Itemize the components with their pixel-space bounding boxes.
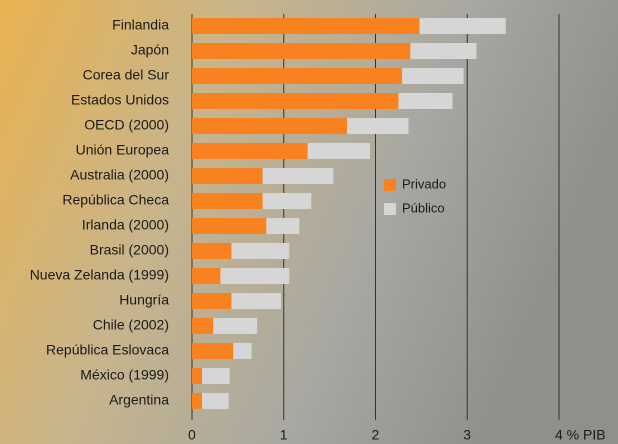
bar-segment [347, 118, 408, 134]
bar-segment [192, 393, 202, 409]
y-tick-label: Argentina [109, 392, 169, 408]
x-tick-label: 2 [372, 427, 380, 443]
y-tick-label: República Eslovaca [46, 342, 169, 358]
bar-segment [192, 343, 233, 359]
bar-segment [192, 268, 220, 284]
bar-segment [220, 268, 289, 284]
bar-segment [263, 193, 312, 209]
bar-segment [398, 93, 452, 109]
legend-swatch [384, 203, 396, 215]
bar-segment [192, 143, 308, 159]
bar-segment [231, 293, 281, 309]
bar-segment [192, 93, 398, 109]
y-tick-label: Hungría [119, 292, 169, 308]
bar-segment [192, 18, 420, 34]
y-tick-label: Japón [131, 42, 169, 58]
bar-segment [192, 68, 402, 84]
bar-segment [213, 318, 257, 334]
y-tick-label: Chile (2002) [93, 317, 169, 333]
bar-segment [192, 193, 263, 209]
x-tick-label: 1 [280, 427, 288, 443]
legend-label: Público [402, 200, 445, 215]
y-tick-label: Irlanda (2000) [82, 217, 169, 233]
bar-segment [233, 343, 251, 359]
y-tick-label: Finlandia [112, 17, 169, 33]
bar-segment [202, 393, 229, 409]
bar-segment [192, 293, 231, 309]
y-tick-label: Corea del Sur [83, 67, 170, 83]
y-tick-label: Unión Europea [76, 142, 170, 158]
bar-segment [192, 318, 213, 334]
bar-segment [192, 43, 410, 59]
bar-segment [420, 18, 506, 34]
bar-segment [202, 368, 230, 384]
y-tick-label: República Checa [62, 192, 169, 208]
bar-segment [402, 68, 463, 84]
y-tick-label: México (1999) [80, 367, 169, 383]
x-tick-label: 0 [188, 427, 196, 443]
bar-segment [266, 218, 299, 234]
bar-segment [192, 218, 266, 234]
bar-segment [308, 143, 370, 159]
bar-segment [231, 243, 289, 259]
y-tick-label: Brasil (2000) [90, 242, 169, 258]
x-tick-label: 3 [463, 427, 471, 443]
bar-segment [192, 243, 231, 259]
x-tick-label: 4 % PIB [555, 427, 606, 443]
bar-segment [192, 368, 202, 384]
bar-segment [192, 118, 347, 134]
legend-label: Privado [402, 176, 446, 191]
chart: 0 1 2 3 4 % PIB Finlandia Japón Corea del Sur Es… [0, 0, 618, 444]
y-tick-label: Nueva Zelanda (1999) [30, 267, 169, 283]
y-tick-label: Estados Unidos [71, 92, 169, 108]
bar-segment [192, 168, 263, 184]
y-tick-label: OECD (2000) [84, 117, 169, 133]
bar-segment [410, 43, 476, 59]
bar-segment [263, 168, 334, 184]
legend-swatch [384, 179, 396, 191]
y-tick-label: Australia (2000) [70, 167, 169, 183]
